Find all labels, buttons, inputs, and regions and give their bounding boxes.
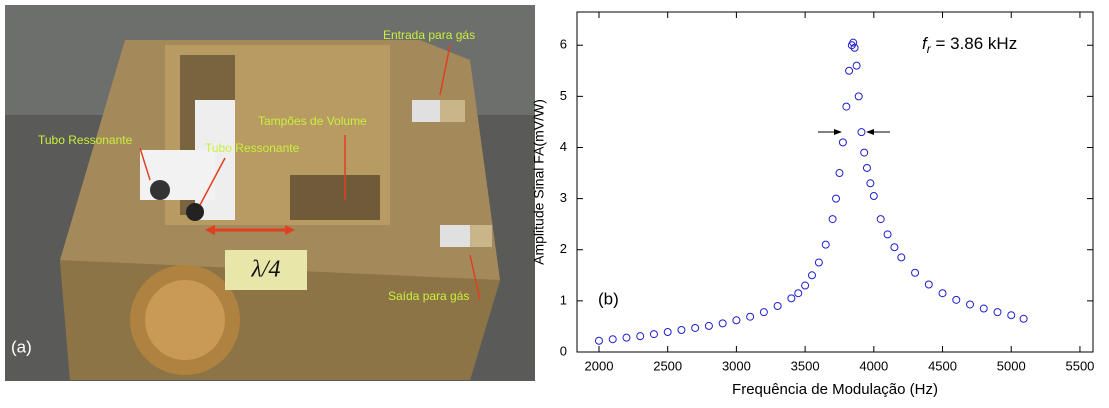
data-point (870, 193, 877, 200)
data-point (760, 309, 767, 316)
data-point (855, 93, 862, 100)
y-tick-label: 2 (560, 241, 567, 256)
data-point (980, 305, 987, 312)
photo-label: Tubo Ressonante (205, 141, 300, 155)
x-axis-label: Frequência de Modulação (Hz) (732, 381, 938, 398)
data-point (850, 39, 857, 46)
y-axis-label: Amplitude Sinal FA(mV/W) (531, 99, 547, 265)
y-tick-label: 0 (560, 343, 567, 358)
x-tick-label: 4000 (859, 358, 888, 373)
data-point (833, 195, 840, 202)
data-point (609, 336, 616, 343)
data-point (808, 272, 815, 279)
panel-label: (a) (11, 337, 32, 356)
x-tick-label: 2500 (653, 358, 682, 373)
data-point (994, 309, 1001, 316)
y-tick-label: 6 (560, 37, 567, 52)
data-point (678, 327, 685, 334)
photo-label: Saída para gás (388, 289, 469, 303)
x-tick-label: 4500 (928, 358, 957, 373)
y-tick-label: 3 (560, 190, 567, 205)
x-tick-label: 3000 (722, 358, 751, 373)
data-point (863, 164, 870, 171)
data-point (861, 149, 868, 156)
data-point (774, 302, 781, 309)
data-point (877, 216, 884, 223)
data-point (788, 295, 795, 302)
data-point (836, 170, 843, 177)
annotation: fr = 3.86 kHz (922, 34, 1017, 56)
data-point (650, 331, 657, 338)
data-point (692, 324, 699, 331)
lambda-label: λ/4 (250, 257, 280, 283)
data-point (705, 322, 712, 329)
chart: 2000 2500 3000 3500 4000 4500 5000 5500 0 1 2 3 4 5 6 F… (531, 12, 1095, 398)
data-point (595, 337, 602, 344)
x-tick-label: 2000 (585, 358, 614, 373)
data-point (953, 296, 960, 303)
annotation-text: = 3.86 kHz (931, 34, 1017, 53)
y-tick-label: 5 (560, 88, 567, 103)
photo-label: Tubo Ressonante (38, 133, 133, 147)
y-tick-label: 1 (560, 292, 567, 307)
data-point (747, 313, 754, 320)
figure: (a) Entrada para gás Tubo Ressonante Tub… (0, 0, 1109, 403)
data-point (925, 281, 932, 288)
plot-frame (577, 12, 1093, 352)
data-point (858, 129, 865, 136)
data-point (795, 290, 802, 297)
data-point (884, 231, 891, 238)
x-tick-label: 5500 (1065, 358, 1094, 373)
data-point (967, 301, 974, 308)
data-point (839, 139, 846, 146)
fwhm-arrow-head (834, 129, 842, 135)
data-point (664, 329, 671, 336)
panel-label: (b) (598, 289, 619, 308)
data-point (829, 216, 836, 223)
data-point (867, 180, 874, 187)
data-point (815, 259, 822, 266)
data-point (1020, 315, 1027, 322)
y-tick-label: 4 (560, 139, 567, 154)
data-point (1008, 312, 1015, 319)
data-point (623, 334, 630, 341)
data-point (853, 62, 860, 69)
data-point (719, 320, 726, 327)
fwhm-arrow-head (866, 129, 874, 135)
data-point (898, 254, 905, 261)
data-point (912, 269, 919, 276)
data-point (637, 333, 644, 340)
data-point (939, 290, 946, 297)
x-tick-label: 3500 (791, 358, 820, 373)
data-point (891, 244, 898, 251)
x-tick-label: 5000 (997, 358, 1026, 373)
data-point (733, 317, 740, 324)
photo-label: Entrada para gás (383, 28, 475, 42)
data-point (843, 103, 850, 110)
photo: (a) Entrada para gás Tubo Ressonante Tub… (5, 5, 535, 381)
photo-label: Tampões de Volume (258, 114, 367, 128)
data-point (802, 282, 809, 289)
data-point (846, 67, 853, 74)
data-point (822, 241, 829, 248)
